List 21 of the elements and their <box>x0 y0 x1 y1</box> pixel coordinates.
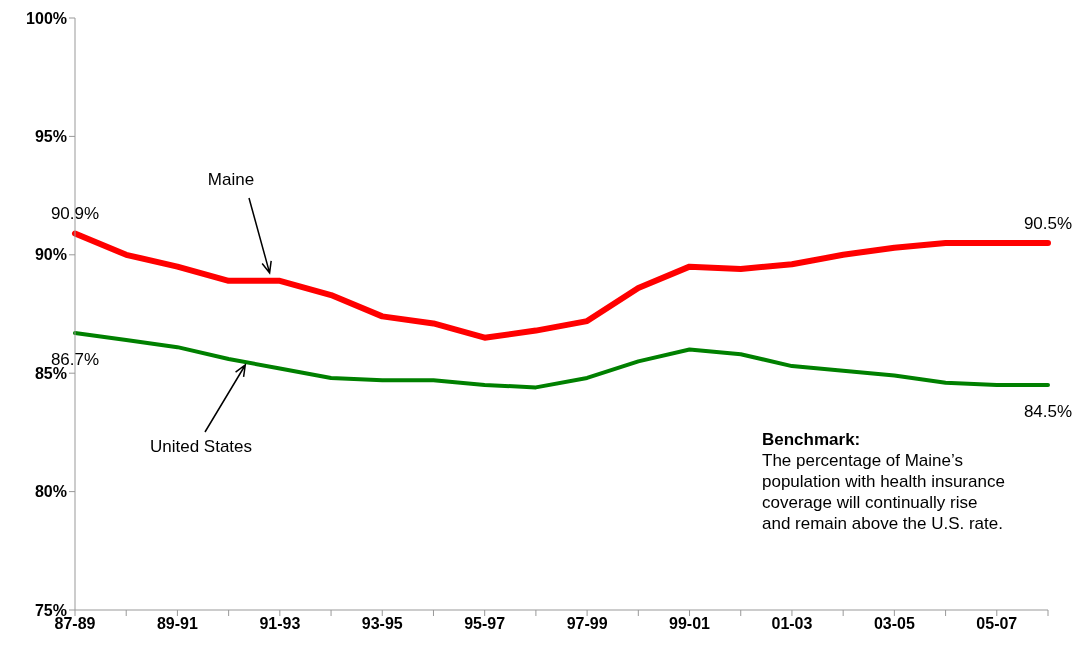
x-tick-label: 87-89 <box>54 615 96 633</box>
x-tick-label: 03-05 <box>873 615 915 633</box>
y-tick-label: 80% <box>34 483 67 501</box>
x-tick-label: 95-97 <box>464 615 506 633</box>
data-label: 90.9% <box>50 204 100 224</box>
annotation: Benchmark: The percentage of Maine’s population with health insurance coverage will continually rise and remain above the U.S. rate. <box>762 430 1005 533</box>
x-tick-label: 01-03 <box>771 615 813 633</box>
x-tick-label: 99-01 <box>669 615 711 633</box>
x-tick-label: 93-95 <box>361 615 403 633</box>
y-tick-label: 85% <box>34 364 67 382</box>
y-tick-label: 95% <box>34 128 67 146</box>
text: United States <box>149 437 253 456</box>
y-tick-label: 90% <box>34 246 67 264</box>
x-tick-label: 89-91 <box>156 615 198 633</box>
y-tick-label: 100% <box>26 9 67 27</box>
text: Maine <box>207 170 255 189</box>
data-label: 90.5% <box>1023 213 1073 233</box>
data-label: 84.5% <box>1023 402 1073 422</box>
x-tick-label: 97-99 <box>566 615 608 633</box>
x-tick-label: 91-93 <box>259 615 301 633</box>
x-tick-label: 05-07 <box>976 615 1018 633</box>
